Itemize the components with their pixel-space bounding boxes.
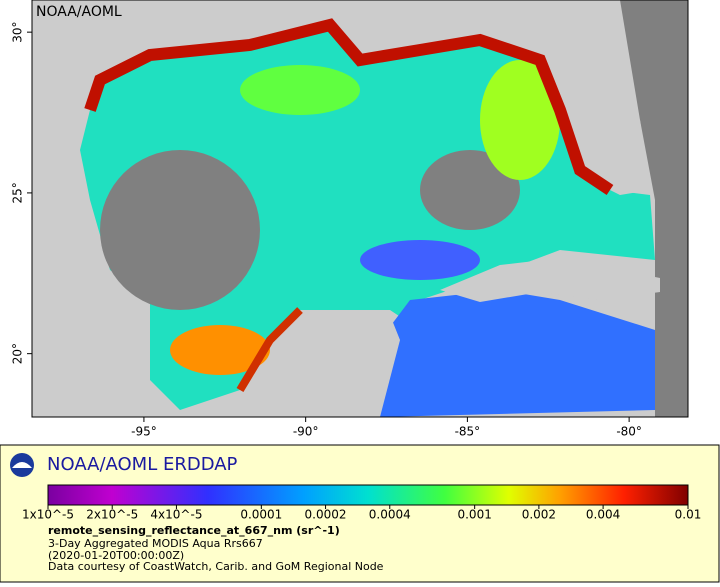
x-tick-label: -85° bbox=[455, 425, 481, 439]
map bbox=[32, 0, 688, 417]
variable-name: remote_sensing_reflectance_at_667_nm (sr… bbox=[48, 524, 340, 537]
campeche bbox=[170, 325, 270, 375]
colorbar-tick-label: 0.0004 bbox=[369, 508, 411, 522]
noaa-logo-bird bbox=[12, 462, 32, 468]
loop-current bbox=[360, 240, 480, 280]
y-tick-label: 20° bbox=[11, 343, 25, 364]
caribbean-water bbox=[380, 290, 655, 417]
colorbar-tick-label: 0.0002 bbox=[305, 508, 347, 522]
legend-panel bbox=[0, 444, 720, 583]
colorbar-tick-label: 0.001 bbox=[457, 508, 491, 522]
atlantic-water bbox=[600, 0, 688, 417]
caption-line: 3-Day Aggregated MODIS Aqua Rrs667 bbox=[48, 537, 263, 550]
watermark: NOAA/AOML bbox=[36, 4, 122, 20]
colorbar-tick-label: 0.01 bbox=[675, 508, 702, 522]
yucatan bbox=[240, 315, 400, 417]
x-tick-label: -90° bbox=[293, 425, 319, 439]
colorbar-tick-label: 2x10^-5 bbox=[86, 508, 138, 522]
y-tick-label: 30° bbox=[11, 22, 25, 43]
colorbar-ticks: 1x10^-5 2x10^-5 4x10^-5 0.0001 0.0002 0.0004 0… bbox=[22, 505, 701, 522]
caption-line: Data courtesy of CoastWatch, Carib. and … bbox=[48, 560, 384, 573]
shelf-green bbox=[240, 65, 360, 115]
coastal-red bbox=[84, 18, 614, 195]
x-tick-label: -95° bbox=[131, 425, 157, 439]
florida bbox=[560, 0, 650, 195]
map-frame bbox=[31, 0, 689, 418]
no-data bbox=[420, 150, 520, 230]
coastal-red bbox=[236, 307, 303, 393]
cuba bbox=[440, 258, 660, 302]
x-tick-label: -80° bbox=[616, 425, 642, 439]
shelf-green bbox=[480, 60, 560, 180]
caption-line: (2020-01-20T00:00:00Z) bbox=[48, 549, 184, 562]
colorbar-tick-label: 1x10^-5 bbox=[22, 508, 74, 522]
colorbar-tick-label: 0.004 bbox=[586, 508, 620, 522]
colorbar-tick-label: 0.0001 bbox=[240, 508, 282, 522]
colorbar bbox=[47, 484, 689, 506]
colorbar-tick-label: 0.002 bbox=[522, 508, 556, 522]
legend-title: NOAA/AOML ERDDAP bbox=[47, 454, 238, 475]
colorbar-tick-label: 4x10^-5 bbox=[150, 508, 202, 522]
axes: -95° -90° -85° -80° 30° 25° 20° bbox=[11, 22, 642, 439]
no-data bbox=[100, 150, 260, 310]
y-tick-label: 25° bbox=[11, 182, 25, 203]
